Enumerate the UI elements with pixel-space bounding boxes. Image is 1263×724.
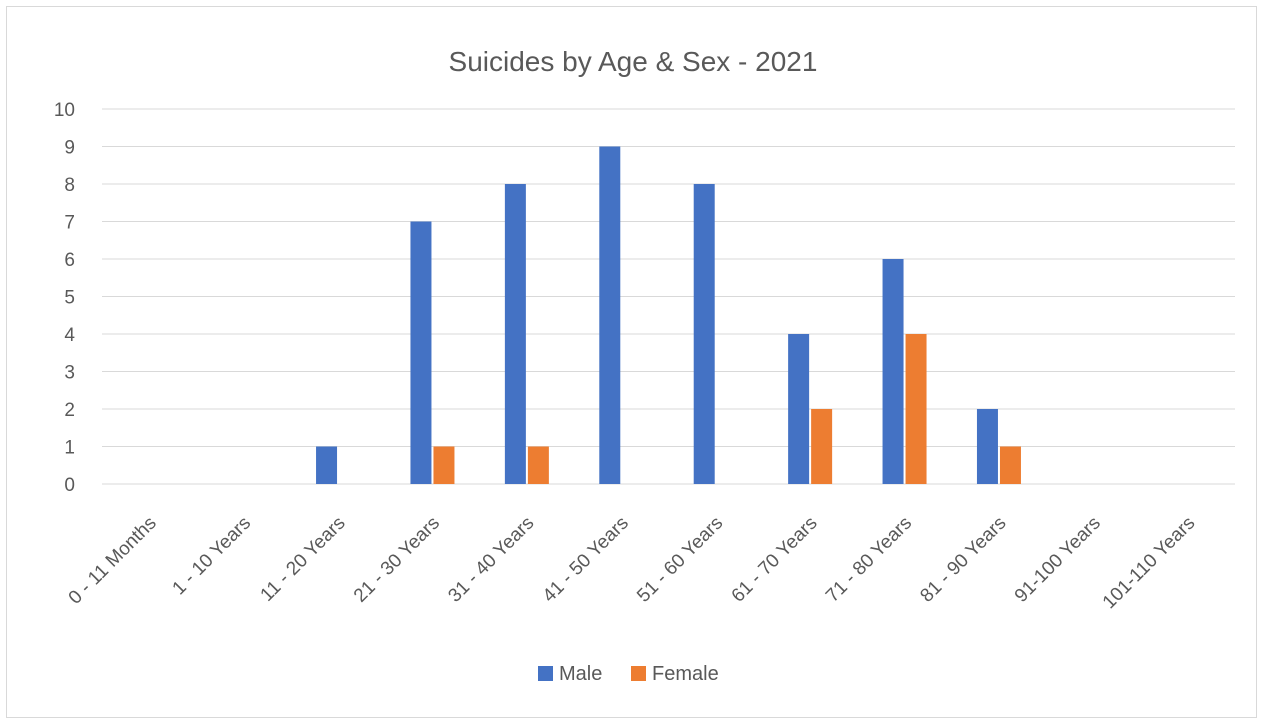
bar-male <box>316 446 338 484</box>
chart-title: Suicides by Age & Sex - 2021 <box>449 46 818 77</box>
x-category-label: 31 - 40 Years <box>444 513 538 607</box>
x-category-label: 0 - 11 Months <box>65 513 161 609</box>
legend: Male Female <box>538 663 719 685</box>
y-tick-label: 1 <box>64 438 75 459</box>
legend-label-female: Female <box>652 663 719 685</box>
bars <box>316 146 1021 484</box>
gridlines <box>102 108 1235 485</box>
bar-male <box>410 221 432 484</box>
bar-female <box>527 446 549 484</box>
y-tick-label: 10 <box>54 100 75 121</box>
x-category-label: 1 - 10 Years <box>169 513 256 600</box>
x-category-label: 81 - 90 Years <box>916 513 1010 607</box>
bar-male <box>976 409 998 484</box>
y-tick-label: 8 <box>64 175 75 196</box>
bar-female <box>999 446 1021 484</box>
bar-male <box>504 184 526 484</box>
y-tick-label: 7 <box>64 213 75 234</box>
x-category-label: 11 - 20 Years <box>257 513 350 606</box>
bar-female <box>433 446 455 484</box>
bar-male <box>882 259 904 484</box>
x-category-label: 51 - 60 Years <box>633 513 727 607</box>
bar-female <box>905 334 927 484</box>
y-tick-label: 5 <box>64 288 75 309</box>
bar-chart: Suicides by Age & Sex - 2021 01234567891… <box>54 46 1235 685</box>
legend-swatch-male <box>538 666 553 681</box>
x-category-label: 71 - 80 Years <box>822 513 916 607</box>
x-category-label: 61 - 70 Years <box>728 513 822 607</box>
y-tick-label: 9 <box>64 138 75 159</box>
legend-label-male: Male <box>559 663 602 685</box>
y-tick-label: 4 <box>64 325 75 346</box>
x-category-label: 101-110 Years <box>1099 513 1200 614</box>
x-category-label: 21 - 30 Years <box>350 513 444 607</box>
bar-male <box>599 146 621 484</box>
x-category-label: 91-100 Years <box>1011 513 1105 607</box>
y-tick-label: 6 <box>64 250 75 271</box>
x-axis-category-labels: 0 - 11 Months 1 - 10 Years 11 - 20 Years 21… <box>65 513 1200 614</box>
bar-female <box>811 409 833 484</box>
bar-male <box>693 184 715 484</box>
y-tick-label: 3 <box>64 363 75 384</box>
y-tick-label: 2 <box>64 400 75 421</box>
bar-male <box>788 334 810 484</box>
y-tick-label: 0 <box>64 475 75 496</box>
legend-swatch-female <box>631 666 646 681</box>
y-axis-tick-labels: 0 1 2 3 4 5 6 7 8 9 10 <box>54 100 76 496</box>
x-category-label: 41 - 50 Years <box>539 513 633 607</box>
